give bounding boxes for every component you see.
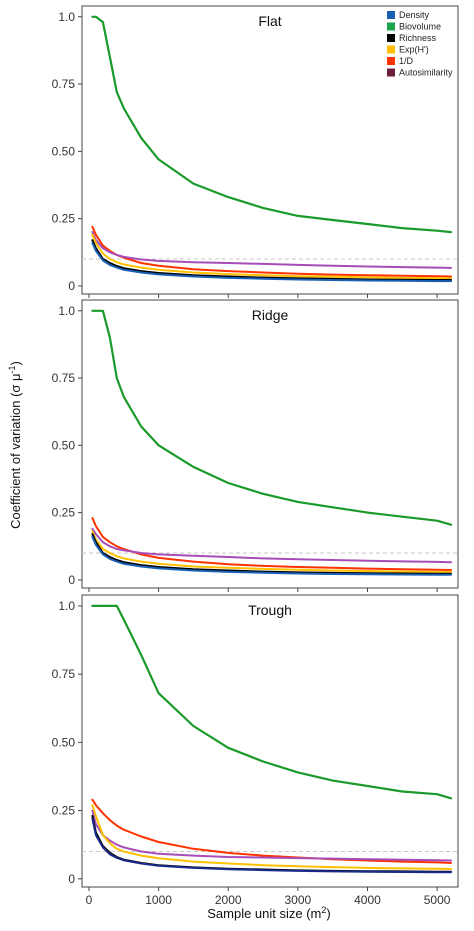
series-line-autosimilarity xyxy=(91,231,452,269)
legend-label: Biovolume xyxy=(399,22,441,32)
series-line-1-d xyxy=(91,225,452,278)
y-tick-label: 0.75 xyxy=(52,667,76,681)
panel-title: Flat xyxy=(258,13,281,29)
legend-swatch xyxy=(387,45,395,54)
x-tick-label: 1000 xyxy=(145,893,172,907)
legend-label: Richness xyxy=(399,33,437,43)
y-tick-label: 1.0 xyxy=(58,10,75,24)
y-tick-label: 0.50 xyxy=(52,144,76,158)
legend-swatch xyxy=(387,68,395,77)
legend-label: Autosimilarity xyxy=(399,68,453,78)
series-line-density xyxy=(91,535,452,576)
legend-swatch xyxy=(387,34,395,42)
legend-label: Exp(H') xyxy=(399,45,429,55)
series-line-1-d xyxy=(91,798,452,864)
panel-trough: 0 0.25 0.50 0.75 1.0 0 1000 2000 3000 4000 5000 Tro… xyxy=(52,594,459,907)
legend-swatch xyxy=(387,57,395,65)
panel-title: Trough xyxy=(248,602,292,618)
legend-swatch xyxy=(387,11,395,19)
panel-ridge: 0 0.25 0.50 0.75 1.0 Ridge xyxy=(52,299,459,592)
series-line-exp-h xyxy=(91,804,452,870)
y-tick-label: 0 xyxy=(68,872,75,886)
panel-border xyxy=(81,594,459,888)
legend-label: Density xyxy=(399,10,430,20)
y-axis-title-close: ) xyxy=(8,361,23,365)
y-tick-label: 0 xyxy=(68,279,75,293)
series-line-biovolume xyxy=(91,309,453,526)
legend-label: 1/D xyxy=(399,56,414,66)
series-line-biovolume xyxy=(91,15,453,234)
x-axis-title-close: ) xyxy=(326,906,330,921)
x-tick-label: 2000 xyxy=(215,893,242,907)
y-tick-label: 0.50 xyxy=(52,438,76,452)
x-tick-label: 5000 xyxy=(424,893,451,907)
y-tick-label: 1.0 xyxy=(58,304,75,318)
y-axis-title-superscript: -1 xyxy=(7,365,17,373)
x-axis-title-superscript: 2 xyxy=(321,905,326,915)
legend-swatch xyxy=(387,22,395,31)
panel-border xyxy=(81,299,459,589)
y-tick-label: 0.75 xyxy=(52,371,76,385)
y-axis-title: Coefficient of variation (σ μ-1) xyxy=(7,361,23,529)
panels-group: 0 0.25 0.50 0.75 1.0 Flat 0 0.25 0.50 0.75 1.0 Ridg… xyxy=(52,5,459,907)
series-line-density xyxy=(91,817,452,874)
series-line-1-d xyxy=(91,517,452,571)
x-tick-label: 3000 xyxy=(285,893,312,907)
panel-border xyxy=(81,5,459,295)
series-line-richness xyxy=(91,239,452,281)
x-tick-label: 0 xyxy=(86,893,93,907)
x-tick-label: 4000 xyxy=(354,893,381,907)
y-tick-label: 0.25 xyxy=(52,506,76,520)
x-axis-title-text: Sample unit size (m xyxy=(207,906,321,921)
series-line-autosimilarity xyxy=(91,527,452,564)
x-axis-title: Sample unit size (m2) xyxy=(207,905,331,921)
series-line-richness xyxy=(91,533,452,575)
series-line-exp-h xyxy=(91,233,452,280)
panel-flat: 0 0.25 0.50 0.75 1.0 Flat xyxy=(52,5,459,298)
series-line-autosimilarity xyxy=(91,809,452,862)
panel-title: Ridge xyxy=(252,307,289,323)
y-tick-label: 1.0 xyxy=(58,599,75,613)
y-tick-label: 0.50 xyxy=(52,735,76,749)
y-tick-label: 0 xyxy=(68,573,75,587)
y-tick-label: 0.25 xyxy=(52,804,76,818)
series-line-exp-h xyxy=(91,530,452,573)
series-line-biovolume xyxy=(91,604,453,800)
y-tick-label: 0.75 xyxy=(52,77,76,91)
y-tick-label: 0.25 xyxy=(52,212,76,226)
series-line-density xyxy=(91,241,452,283)
y-axis-title-text: Coefficient of variation (σ μ xyxy=(8,373,23,528)
